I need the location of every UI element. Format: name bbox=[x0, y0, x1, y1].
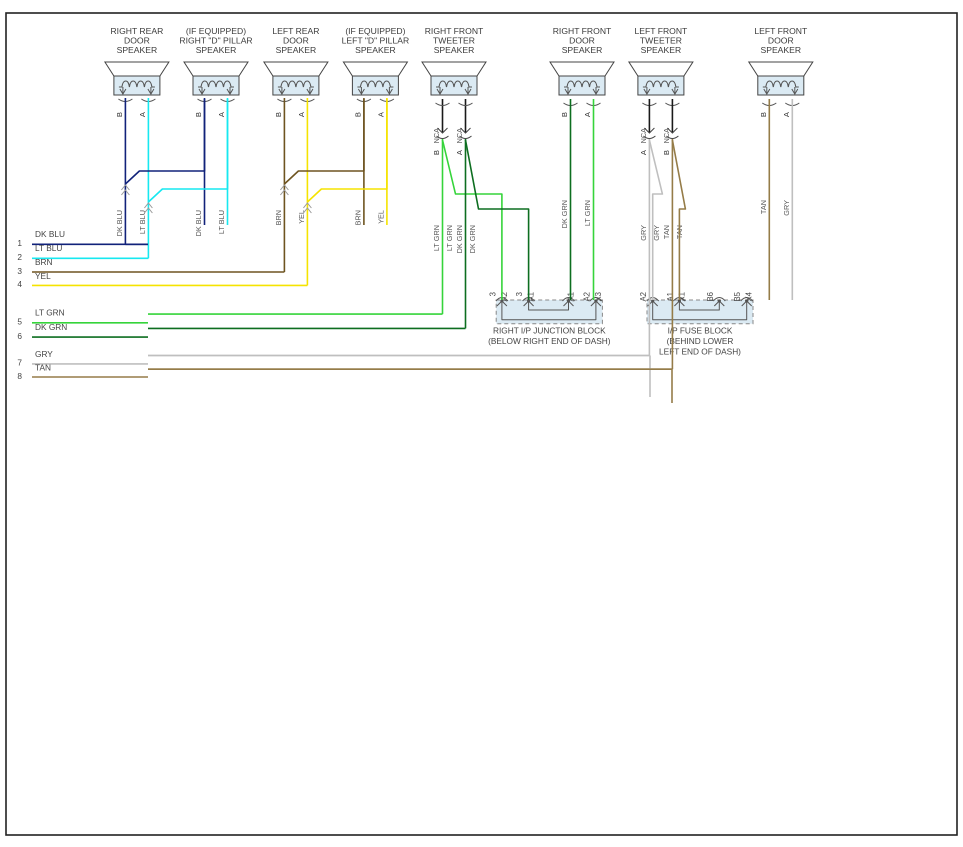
svg-text:LEFT FRONT: LEFT FRONT bbox=[634, 26, 688, 36]
svg-text:A: A bbox=[583, 111, 592, 117]
svg-text:A1: A1 bbox=[666, 292, 675, 302]
svg-text:SPEAKER: SPEAKER bbox=[117, 45, 158, 55]
svg-text:DK GRN: DK GRN bbox=[35, 322, 67, 332]
svg-text:B6: B6 bbox=[706, 292, 715, 302]
svg-text:TWEETER: TWEETER bbox=[640, 36, 682, 46]
svg-text:YEL: YEL bbox=[35, 271, 51, 281]
svg-text:3: 3 bbox=[515, 292, 524, 296]
svg-text:TAN: TAN bbox=[35, 363, 51, 373]
svg-text:A: A bbox=[639, 149, 648, 155]
svg-text:BRN: BRN bbox=[353, 210, 362, 225]
svg-text:A: A bbox=[217, 111, 226, 117]
svg-text:(BEHIND LOWER: (BEHIND LOWER bbox=[667, 336, 734, 346]
svg-text:X3: X3 bbox=[594, 292, 603, 302]
svg-text:(BELOW RIGHT END OF DASH): (BELOW RIGHT END OF DASH) bbox=[488, 336, 611, 346]
svg-text:TAN: TAN bbox=[759, 200, 768, 214]
svg-text:B: B bbox=[432, 150, 441, 155]
svg-text:8: 8 bbox=[17, 371, 22, 381]
svg-text:1: 1 bbox=[17, 238, 22, 248]
svg-text:(IF EQUIPPED): (IF EQUIPPED) bbox=[345, 26, 405, 36]
svg-text:LT BLU: LT BLU bbox=[217, 210, 226, 234]
svg-text:RIGHT I/P JUNCTION BLOCK: RIGHT I/P JUNCTION BLOCK bbox=[493, 326, 606, 336]
svg-text:DOOR: DOOR bbox=[569, 36, 595, 46]
svg-text:A: A bbox=[138, 111, 147, 117]
svg-text:GRY: GRY bbox=[35, 349, 53, 359]
svg-text:LEFT FRONT: LEFT FRONT bbox=[754, 26, 808, 36]
svg-text:LEFT REAR: LEFT REAR bbox=[272, 26, 319, 36]
svg-text:B: B bbox=[353, 112, 362, 117]
svg-text:GRY: GRY bbox=[782, 200, 791, 216]
svg-text:5: 5 bbox=[17, 317, 22, 327]
svg-text:DK GRN: DK GRN bbox=[455, 225, 464, 253]
svg-text:SPEAKER: SPEAKER bbox=[196, 45, 237, 55]
svg-text:B: B bbox=[560, 112, 569, 117]
svg-text:4: 4 bbox=[17, 279, 22, 289]
svg-text:(IF EQUIPPED): (IF EQUIPPED) bbox=[186, 26, 246, 36]
svg-text:B: B bbox=[194, 112, 203, 117]
svg-text:SPEAKER: SPEAKER bbox=[760, 45, 801, 55]
svg-text:A: A bbox=[297, 111, 306, 117]
svg-text:A: A bbox=[455, 149, 464, 155]
svg-text:A2: A2 bbox=[582, 292, 591, 302]
svg-text:SPEAKER: SPEAKER bbox=[355, 45, 396, 55]
svg-text:RIGHT FRONT: RIGHT FRONT bbox=[425, 26, 484, 36]
svg-text:LT BLU: LT BLU bbox=[138, 210, 147, 234]
svg-text:LT GRN: LT GRN bbox=[583, 200, 592, 226]
svg-text:6: 6 bbox=[17, 331, 22, 341]
svg-text:DOOR: DOOR bbox=[768, 36, 794, 46]
svg-text:DOOR: DOOR bbox=[124, 36, 150, 46]
svg-text:DOOR: DOOR bbox=[283, 36, 309, 46]
svg-text:SPEAKER: SPEAKER bbox=[562, 45, 603, 55]
svg-text:DK BLU: DK BLU bbox=[115, 210, 124, 236]
svg-text:TAN: TAN bbox=[662, 225, 671, 239]
svg-text:BRN: BRN bbox=[35, 257, 53, 267]
svg-text:LT GRN: LT GRN bbox=[432, 225, 441, 251]
svg-text:SPEAKER: SPEAKER bbox=[434, 45, 475, 55]
svg-text:2: 2 bbox=[17, 252, 22, 262]
svg-text:LT BLU: LT BLU bbox=[35, 243, 62, 253]
svg-text:DK GRN: DK GRN bbox=[560, 200, 569, 228]
svg-text:B: B bbox=[759, 112, 768, 117]
svg-text:B: B bbox=[662, 150, 671, 155]
svg-text:B: B bbox=[115, 112, 124, 117]
svg-text:I/P FUSE BLOCK: I/P FUSE BLOCK bbox=[668, 326, 733, 336]
svg-text:LEFT END OF DASH): LEFT END OF DASH) bbox=[659, 347, 741, 357]
svg-text:7: 7 bbox=[17, 358, 22, 368]
svg-text:LT GRN: LT GRN bbox=[35, 308, 65, 318]
svg-text:TWEETER: TWEETER bbox=[433, 36, 475, 46]
svg-text:B5: B5 bbox=[733, 291, 742, 301]
svg-text:A: A bbox=[782, 111, 791, 117]
svg-text:RIGHT FRONT: RIGHT FRONT bbox=[553, 26, 612, 36]
svg-text:LT GRN: LT GRN bbox=[445, 225, 454, 251]
svg-text:A2: A2 bbox=[639, 292, 648, 302]
svg-text:DK BLU: DK BLU bbox=[194, 210, 203, 236]
svg-text:RIGHT "D" PILLAR: RIGHT "D" PILLAR bbox=[179, 36, 252, 46]
svg-text:SPEAKER: SPEAKER bbox=[641, 45, 682, 55]
svg-text:SPEAKER: SPEAKER bbox=[276, 45, 317, 55]
svg-text:LEFT "D" PILLAR: LEFT "D" PILLAR bbox=[342, 36, 410, 46]
svg-text:BRN: BRN bbox=[274, 210, 283, 225]
svg-text:DK BLU: DK BLU bbox=[35, 229, 65, 239]
svg-text:GRY: GRY bbox=[639, 225, 648, 241]
svg-text:B: B bbox=[274, 112, 283, 117]
svg-text:3: 3 bbox=[488, 292, 497, 296]
svg-text:DK GRN: DK GRN bbox=[468, 225, 477, 253]
svg-text:YEL: YEL bbox=[376, 210, 385, 224]
svg-text:RIGHT REAR: RIGHT REAR bbox=[110, 26, 163, 36]
svg-text:X4: X4 bbox=[745, 291, 754, 301]
svg-text:A: A bbox=[376, 111, 385, 117]
svg-text:3: 3 bbox=[17, 266, 22, 276]
